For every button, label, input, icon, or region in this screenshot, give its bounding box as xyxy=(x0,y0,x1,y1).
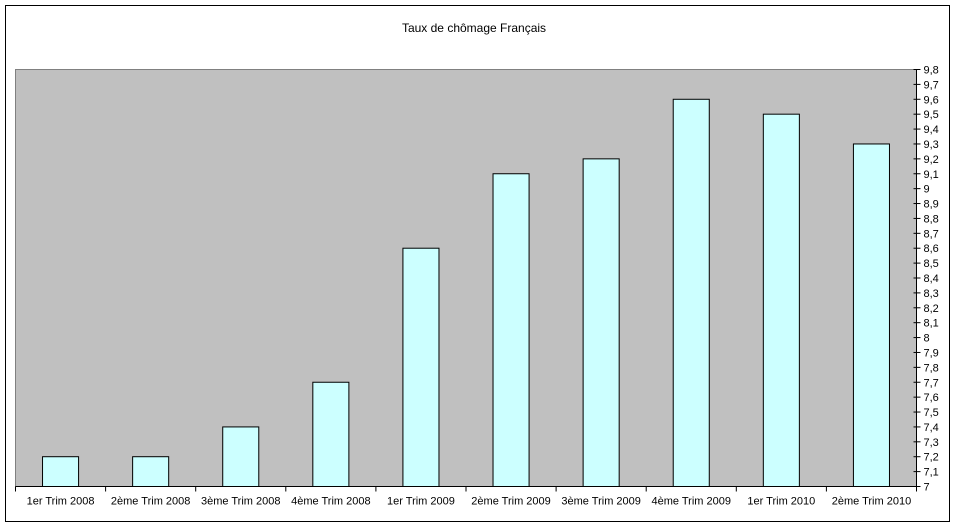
x-tick-label: 2ème Trim 2009 xyxy=(471,496,550,508)
y-tick-label: 8 xyxy=(924,333,930,345)
x-tick-label: 1er Trim 2010 xyxy=(747,496,815,508)
x-tick-label: 2ème Trim 2008 xyxy=(111,496,190,508)
y-tick-label: 9,4 xyxy=(924,124,939,136)
chart-title: Taux de chômage Français xyxy=(402,21,546,35)
y-tick-label: 8,8 xyxy=(924,213,939,225)
y-tick-label: 9,2 xyxy=(924,154,939,166)
y-tick-label: 7 xyxy=(924,482,930,494)
y-tick-label: 9 xyxy=(924,184,930,196)
y-tick-label: 7,7 xyxy=(924,377,939,389)
x-tick-label: 3ème Trim 2009 xyxy=(561,496,640,508)
x-tick-label: 3ème Trim 2008 xyxy=(201,496,280,508)
y-tick-label: 7,2 xyxy=(924,452,939,464)
bar xyxy=(582,158,620,487)
bar xyxy=(492,173,530,487)
bar xyxy=(402,247,440,487)
y-tick-label: 7,3 xyxy=(924,437,939,449)
y-tick-label: 8,4 xyxy=(924,273,939,285)
bar xyxy=(222,426,260,487)
y-tick-label: 8,2 xyxy=(924,303,939,315)
y-tick-label: 8,5 xyxy=(924,258,939,270)
y-tick-label: 8,9 xyxy=(924,199,939,211)
x-tick-label: 4ème Trim 2008 xyxy=(291,496,370,508)
y-tick-label: 8,7 xyxy=(924,228,939,240)
x-tick-label: 1er Trim 2009 xyxy=(387,496,455,508)
y-tick-label: 7,8 xyxy=(924,362,939,374)
bar xyxy=(42,456,80,488)
y-tick-label: 9,8 xyxy=(924,65,939,77)
y-tick-label: 8,6 xyxy=(924,243,939,255)
y-tick-label: 9,5 xyxy=(924,109,939,121)
bar xyxy=(672,98,710,488)
bar xyxy=(852,143,890,487)
y-tick-label: 9,3 xyxy=(924,139,939,151)
y-tick-label: 7,6 xyxy=(924,392,939,404)
bar xyxy=(312,381,350,487)
x-tick-label: 1er Trim 2008 xyxy=(27,496,95,508)
y-tick-label: 9,1 xyxy=(924,169,939,181)
y-tick-label: 9,7 xyxy=(924,79,939,91)
bar xyxy=(132,456,170,488)
bar xyxy=(762,113,800,488)
y-tick-label: 8,1 xyxy=(924,318,939,330)
y-tick-label: 7,1 xyxy=(924,467,939,479)
y-tick-label: 9,6 xyxy=(924,94,939,106)
y-tick-label: 7,9 xyxy=(924,347,939,359)
x-tick-label: 4ème Trim 2009 xyxy=(652,496,731,508)
y-tick-label: 7,5 xyxy=(924,407,939,419)
y-tick-label: 8,3 xyxy=(924,288,939,300)
y-tick-label: 7,4 xyxy=(924,422,939,434)
x-tick-label: 2ème Trim 2010 xyxy=(832,496,911,508)
